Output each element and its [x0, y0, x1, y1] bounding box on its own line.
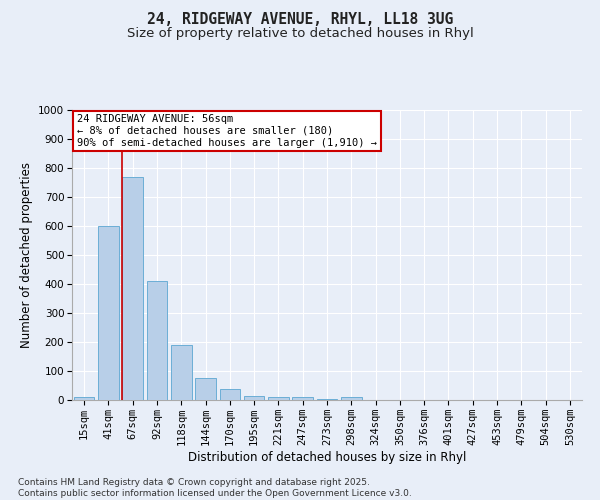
Bar: [74, 397, 94, 400]
Bar: [341, 397, 362, 400]
Bar: [195, 378, 216, 400]
Bar: [122, 176, 143, 400]
Text: 24, RIDGEWAY AVENUE, RHYL, LL18 3UG: 24, RIDGEWAY AVENUE, RHYL, LL18 3UG: [147, 12, 453, 28]
Bar: [268, 397, 289, 400]
Text: Contains HM Land Registry data © Crown copyright and database right 2025.
Contai: Contains HM Land Registry data © Crown c…: [18, 478, 412, 498]
Bar: [146, 281, 167, 400]
Bar: [244, 396, 265, 400]
Bar: [98, 226, 119, 400]
X-axis label: Distribution of detached houses by size in Rhyl: Distribution of detached houses by size …: [188, 450, 466, 464]
Y-axis label: Number of detached properties: Number of detached properties: [20, 162, 32, 348]
Text: Size of property relative to detached houses in Rhyl: Size of property relative to detached ho…: [127, 28, 473, 40]
Bar: [171, 345, 191, 400]
Bar: [220, 390, 240, 400]
Bar: [317, 398, 337, 400]
Text: 24 RIDGEWAY AVENUE: 56sqm
← 8% of detached houses are smaller (180)
90% of semi-: 24 RIDGEWAY AVENUE: 56sqm ← 8% of detach…: [77, 114, 377, 148]
Bar: [292, 397, 313, 400]
